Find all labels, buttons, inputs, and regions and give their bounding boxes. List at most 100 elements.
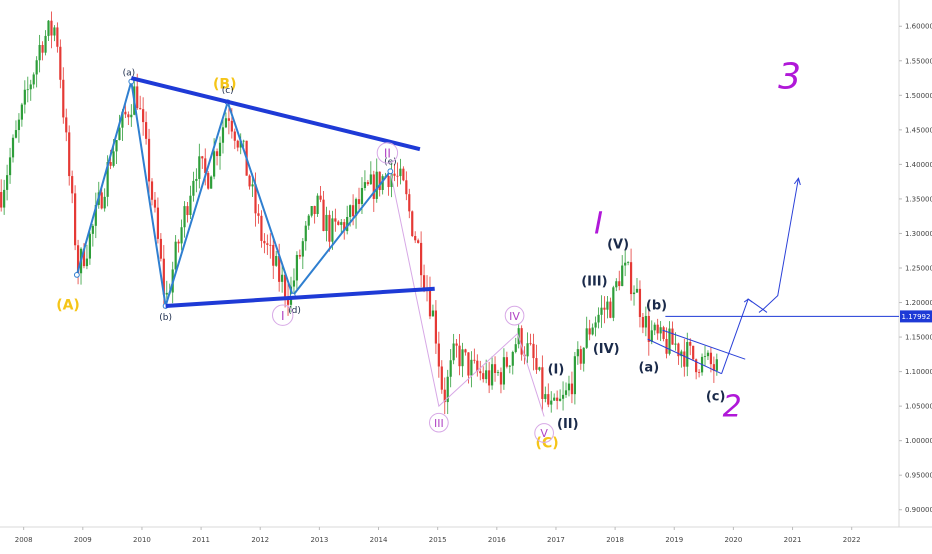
candle-body bbox=[266, 243, 269, 245]
candle-body bbox=[656, 324, 659, 334]
candle-body bbox=[405, 180, 408, 195]
candle-body bbox=[319, 195, 322, 200]
price-tick-label: 1.15000 bbox=[905, 334, 932, 342]
wave-label: (V) bbox=[607, 238, 629, 253]
candle-body bbox=[485, 370, 488, 380]
candle-body bbox=[431, 310, 435, 317]
candle-body bbox=[511, 351, 514, 366]
candle-body bbox=[520, 328, 523, 355]
candle-body bbox=[230, 120, 233, 132]
candle-body bbox=[490, 364, 494, 386]
candle-body bbox=[150, 181, 154, 200]
wave-label: II bbox=[384, 146, 391, 160]
candle-body bbox=[621, 265, 624, 287]
candle-body bbox=[325, 214, 328, 231]
candle-body bbox=[44, 35, 47, 53]
price-tick-label: 1.45000 bbox=[905, 126, 932, 134]
candle-body bbox=[381, 176, 384, 190]
pivot-point bbox=[73, 271, 80, 278]
candle-body bbox=[50, 20, 53, 36]
candle-body bbox=[422, 275, 426, 288]
candle-body bbox=[221, 127, 225, 143]
candle-body bbox=[603, 307, 606, 310]
candle-body bbox=[278, 255, 281, 282]
candle-body bbox=[627, 262, 630, 263]
candle-body bbox=[541, 367, 544, 399]
candle-body bbox=[142, 109, 145, 123]
candle-body bbox=[76, 245, 80, 274]
candle-body bbox=[482, 373, 485, 380]
candle-body bbox=[343, 222, 346, 232]
candle-body bbox=[582, 347, 585, 364]
candle-body bbox=[360, 187, 364, 204]
candle-body bbox=[556, 397, 559, 401]
current-price-label: 1.17992 bbox=[902, 313, 931, 321]
candle-body bbox=[408, 194, 411, 212]
candle-body bbox=[671, 328, 674, 345]
candle-body bbox=[286, 296, 290, 305]
candle-body bbox=[650, 330, 653, 342]
candle-body bbox=[192, 180, 195, 196]
candle-body bbox=[378, 171, 381, 190]
time-tick-label: 2009 bbox=[74, 536, 92, 544]
candle-body bbox=[692, 345, 695, 360]
price-tick-label: 1.35000 bbox=[905, 195, 932, 203]
price-axis[interactable]: 1.60000 1.55000 1.50000 1.45000 1.40000 1.350… bbox=[899, 23, 932, 514]
candle-body bbox=[307, 215, 310, 226]
candle-body bbox=[292, 280, 296, 287]
time-tick-label: 2016 bbox=[488, 536, 506, 544]
candle-body bbox=[544, 394, 547, 399]
candle-body bbox=[635, 288, 639, 293]
candle-body bbox=[686, 341, 689, 367]
candle-body bbox=[464, 349, 467, 353]
wave-labels: (A)(B)(C)(a)(b)(c)(d)(e)IIIIIIIVV(I)(II)… bbox=[56, 56, 801, 451]
price-tick-label: 1.00000 bbox=[905, 437, 932, 445]
candle-body bbox=[94, 204, 97, 226]
candle-body bbox=[653, 324, 656, 331]
candle-body bbox=[526, 343, 529, 357]
candle-body bbox=[706, 352, 710, 357]
candle-body bbox=[609, 301, 612, 318]
candle-body bbox=[337, 221, 340, 225]
candle-body bbox=[366, 182, 369, 185]
candle-body bbox=[476, 360, 479, 372]
abcde-zigzag-line bbox=[75, 81, 392, 307]
candle-body bbox=[204, 158, 207, 173]
time-axis[interactable]: 2008 2009 2010 2011 2012 2013 2014 2015 2016 2017… bbox=[15, 527, 861, 544]
candle-body bbox=[68, 132, 71, 177]
candle-body bbox=[121, 111, 124, 128]
candle-body bbox=[606, 301, 609, 310]
candle-body bbox=[71, 176, 74, 194]
candle-body bbox=[508, 365, 511, 367]
candle-body bbox=[100, 192, 103, 209]
candle-body bbox=[629, 262, 633, 295]
wave-label: III bbox=[434, 417, 444, 430]
candle-body bbox=[414, 235, 417, 241]
wave-label: (III) bbox=[581, 274, 607, 289]
candle-body bbox=[29, 84, 32, 90]
candle-body bbox=[618, 281, 621, 287]
projection-arrowhead bbox=[793, 177, 801, 186]
candle-body bbox=[144, 122, 148, 139]
candle-body bbox=[597, 314, 600, 323]
candle-body bbox=[420, 242, 423, 276]
price-tick-label: 1.40000 bbox=[905, 161, 932, 169]
handwritten-mark: I bbox=[594, 206, 603, 241]
candle-body bbox=[59, 46, 62, 80]
candle-body bbox=[35, 60, 38, 75]
wave-label: (a) bbox=[638, 361, 659, 376]
wave-label: I bbox=[281, 309, 285, 323]
candle-body bbox=[680, 351, 683, 357]
candle-body bbox=[263, 240, 266, 244]
candle-body bbox=[218, 142, 222, 157]
candle-body bbox=[600, 307, 603, 315]
time-tick-label: 2010 bbox=[133, 536, 151, 544]
candle-body bbox=[53, 27, 56, 36]
candle-body bbox=[535, 358, 538, 370]
triangle-upper-line bbox=[130, 76, 421, 152]
candle-body bbox=[449, 360, 452, 377]
time-tick-label: 2015 bbox=[429, 536, 447, 544]
wave-label: (B) bbox=[213, 76, 236, 92]
candle-body bbox=[124, 111, 127, 115]
